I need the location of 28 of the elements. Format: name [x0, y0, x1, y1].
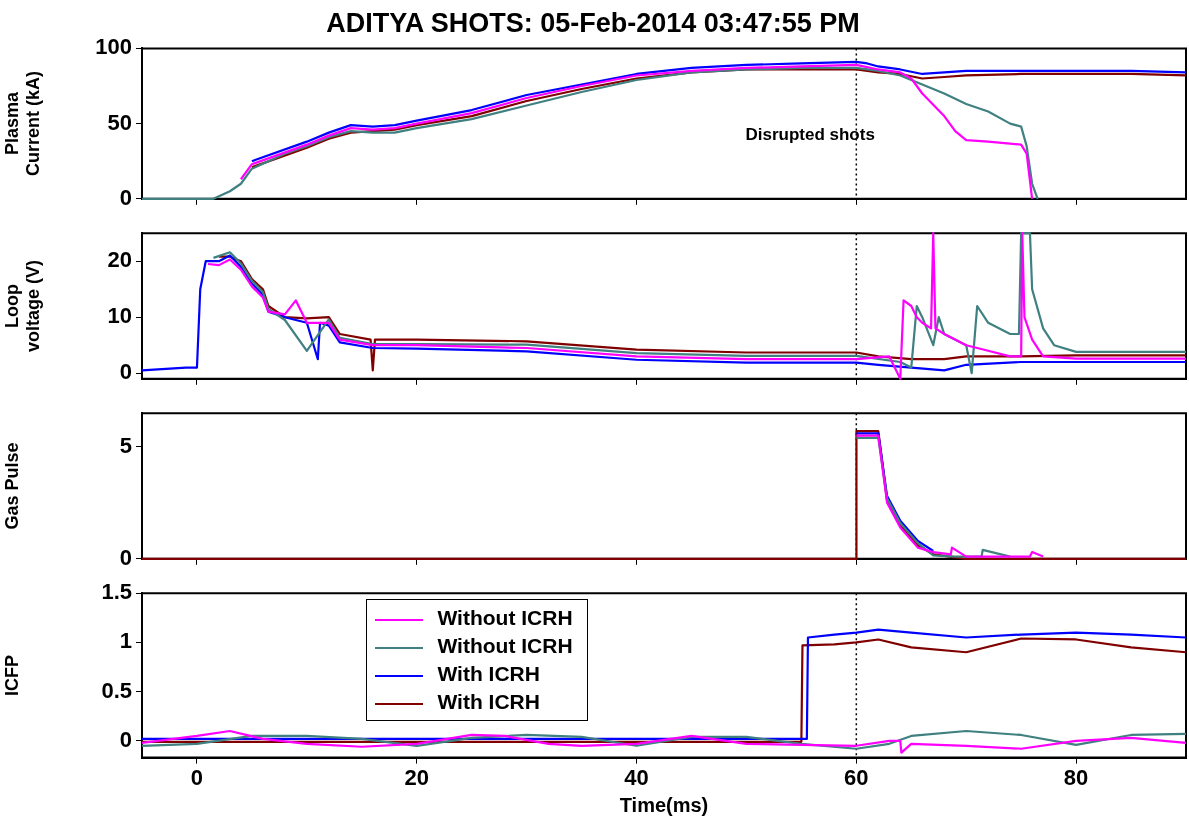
x-tick-label: 80: [1063, 764, 1089, 790]
annotation: Disrupted shots: [745, 125, 875, 145]
y-axis-title: Loop voltage (V): [1, 259, 44, 353]
y-tick-label: 10: [107, 303, 132, 329]
x-tick-label: 40: [624, 764, 649, 790]
x-axis-title: Time(ms): [619, 793, 709, 816]
legend-label: With ICRH: [436, 689, 541, 716]
legend-label: With ICRH: [436, 661, 541, 688]
y-axis-title: Gas Pulse: [1, 442, 22, 530]
y-tick-label: 1.5: [101, 579, 132, 605]
legend-label: Without ICRH: [436, 633, 573, 660]
y-tick-label: 0: [119, 544, 132, 570]
y-tick-label: 50: [107, 109, 132, 135]
chart-title: ADITYA SHOTS: 05-Feb-2014 03:47:55 PM: [326, 7, 860, 38]
x-tick-label: 20: [404, 764, 429, 790]
y-tick-label: 100: [95, 34, 132, 60]
y-tick-label: 0: [119, 726, 132, 752]
y-tick-label: 0.5: [101, 677, 132, 703]
x-tick-label: 0: [190, 764, 204, 790]
y-tick-label: 20: [107, 247, 132, 273]
x-tick-label: 60: [844, 764, 869, 790]
legend-label: Without ICRH: [436, 605, 573, 632]
y-axis-title: Plasma Current (kA): [1, 71, 44, 177]
y-tick-label: 0: [119, 359, 132, 385]
y-tick-label: 1: [119, 628, 132, 654]
y-axis-title: ICFP: [1, 654, 22, 696]
y-tick-label: 5: [119, 432, 132, 458]
y-tick-label: 0: [119, 184, 132, 210]
